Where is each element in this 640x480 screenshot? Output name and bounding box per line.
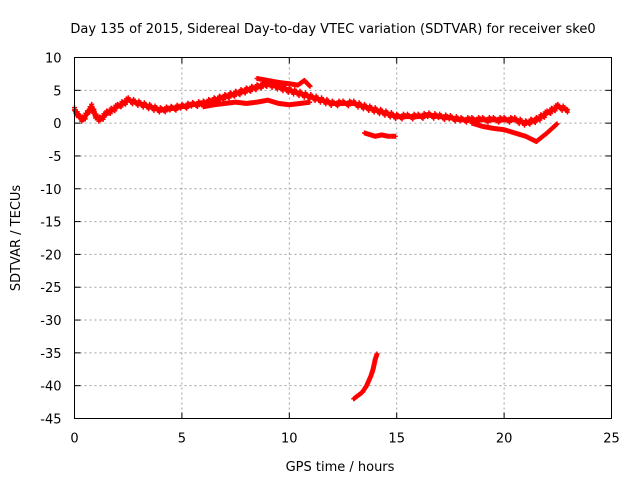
- y-tick-label: -5: [49, 150, 62, 165]
- chart-title: Day 135 of 2015, Sidereal Day-to-day VTE…: [70, 22, 595, 37]
- series-4: [361, 130, 398, 139]
- x-tick-label: 10: [281, 432, 298, 447]
- series-1: [254, 76, 313, 89]
- y-tick-label: 5: [53, 84, 61, 99]
- x-tick-label: 20: [496, 432, 513, 447]
- data-layer: [72, 76, 570, 402]
- series-5: [351, 351, 380, 402]
- y-tick-label: 0: [53, 117, 61, 132]
- y-tick-label: -20: [40, 248, 61, 263]
- x-tick-label: 15: [388, 432, 405, 447]
- y-tick-label: 10: [45, 52, 62, 67]
- x-tick-label: 0: [70, 432, 78, 447]
- y-tick-label: -30: [40, 314, 61, 329]
- series-3: [469, 120, 560, 145]
- y-tick-label: -40: [40, 380, 61, 395]
- y-tick-label: -10: [40, 183, 61, 198]
- x-tick-label: 25: [603, 432, 620, 447]
- x-axis-label: GPS time / hours: [286, 460, 395, 475]
- tick-layer: 0 5 10 15 20 25 10 5 0 -5 -10 -15 -20 -25 -30 -35 -40 -45: [40, 52, 620, 447]
- x-tick-label: 5: [178, 432, 186, 447]
- y-tick-label: -15: [40, 216, 61, 231]
- y-tick-label: -45: [40, 413, 61, 428]
- y-tick-label: -35: [40, 347, 61, 362]
- series-2: [200, 97, 313, 110]
- grid-layer: [74, 57, 612, 419]
- series-0: [72, 78, 570, 128]
- y-tick-label: -25: [40, 281, 61, 296]
- y-axis-label: SDTVAR / TECUs: [9, 185, 24, 292]
- plot-frame: [74, 57, 612, 419]
